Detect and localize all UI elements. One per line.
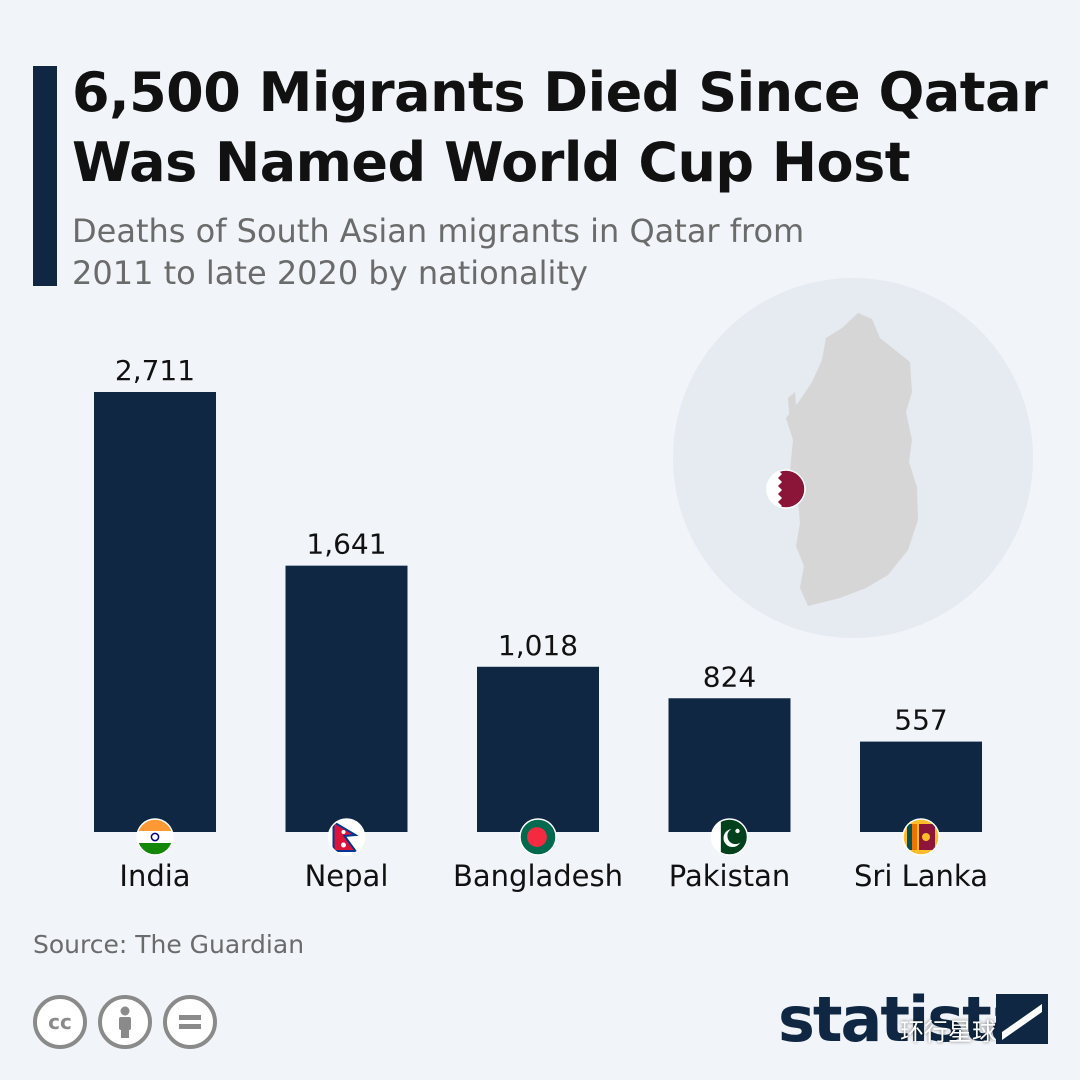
bar-bangladesh	[477, 666, 599, 832]
bangladesh-flag-icon	[519, 818, 557, 856]
statista-logo-mark-icon	[996, 994, 1048, 1044]
category-label-bangladesh: Bangladesh	[453, 859, 623, 893]
value-label-bangladesh: 1,018	[498, 629, 578, 662]
value-label-india: 2,711	[115, 354, 195, 387]
category-label-india: India	[119, 859, 190, 893]
value-label-pakistan: 824	[703, 660, 756, 693]
no-derivatives-icon	[163, 995, 217, 1049]
chart-subtitle: Deaths of South Asian migrants in Qatar …	[72, 212, 805, 292]
cc-icon: cc	[33, 995, 87, 1049]
nepal-flag-icon	[327, 818, 366, 856]
category-label-pakistan: Pakistan	[669, 859, 790, 893]
pakistan-flag-icon	[710, 818, 749, 856]
bar-sri-lanka	[860, 741, 982, 832]
bar-india	[94, 392, 216, 832]
bar-nepal	[285, 565, 408, 832]
title-accent-bar	[33, 66, 57, 286]
value-label-sri-lanka: 557	[894, 704, 947, 737]
statista-logo: statista	[778, 983, 1032, 1056]
qatar-map-icon	[673, 278, 1033, 638]
bar-pakistan	[668, 698, 791, 832]
qatar-flag-icon	[766, 469, 806, 509]
category-label-sri-lanka: Sri Lanka	[854, 859, 988, 893]
value-label-nepal: 1,641	[306, 528, 386, 561]
watermark: 环行星球	[900, 1018, 996, 1046]
qatar-island	[788, 392, 797, 425]
india-flag-icon	[136, 818, 174, 856]
attribution-icon	[98, 995, 152, 1049]
source-note: Source: The Guardian	[33, 930, 305, 959]
sri-lanka-flag-icon	[902, 818, 940, 856]
category-label-nepal: Nepal	[305, 859, 389, 893]
qatar-landmass	[786, 313, 918, 606]
chart-title: 6,500 Migrants Died Since Qatar Was Name…	[72, 61, 1048, 194]
